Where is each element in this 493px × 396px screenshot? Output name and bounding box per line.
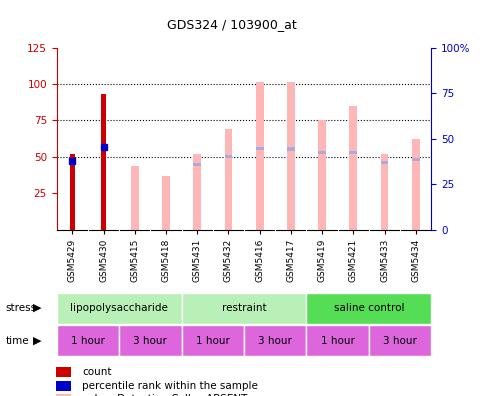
Bar	[162, 176, 170, 230]
Bar	[224, 155, 232, 158]
Bar	[287, 147, 295, 151]
Bar	[412, 139, 420, 230]
Text: restraint: restraint	[222, 303, 266, 313]
Bar	[56, 381, 71, 391]
Bar	[244, 325, 307, 356]
Text: saline control: saline control	[334, 303, 404, 313]
Bar	[256, 82, 264, 230]
Bar	[193, 163, 201, 166]
Bar	[57, 293, 181, 324]
Bar	[381, 161, 388, 164]
Bar	[119, 325, 181, 356]
Text: time: time	[6, 335, 30, 346]
Text: 1 hour: 1 hour	[321, 335, 354, 346]
Text: 3 hour: 3 hour	[383, 335, 417, 346]
Bar	[57, 325, 119, 356]
Text: ▶: ▶	[33, 303, 41, 313]
Bar	[318, 151, 326, 154]
Bar	[307, 293, 431, 324]
Bar	[131, 166, 139, 230]
Text: 3 hour: 3 hour	[258, 335, 292, 346]
Text: value, Detection Call = ABSENT: value, Detection Call = ABSENT	[82, 394, 247, 396]
Bar	[318, 120, 326, 230]
Bar	[369, 325, 431, 356]
Bar	[256, 147, 264, 150]
Text: count: count	[82, 367, 112, 377]
Text: 1 hour: 1 hour	[71, 335, 105, 346]
Bar	[70, 154, 74, 230]
Bar	[350, 151, 357, 154]
Bar	[224, 129, 232, 230]
Bar	[56, 394, 71, 396]
Bar	[101, 94, 106, 230]
Bar	[350, 106, 357, 230]
Bar	[181, 293, 307, 324]
Bar	[307, 325, 369, 356]
Text: stress: stress	[6, 303, 37, 313]
Bar	[381, 154, 388, 230]
Text: GDS324 / 103900_at: GDS324 / 103900_at	[167, 18, 297, 31]
Bar	[412, 158, 420, 161]
Text: percentile rank within the sample: percentile rank within the sample	[82, 381, 258, 391]
Bar	[56, 367, 71, 377]
Text: ▶: ▶	[33, 335, 41, 346]
Bar	[181, 325, 244, 356]
Text: 3 hour: 3 hour	[134, 335, 167, 346]
Text: 1 hour: 1 hour	[196, 335, 230, 346]
Bar	[287, 82, 295, 230]
Bar	[193, 154, 201, 230]
Text: lipopolysaccharide: lipopolysaccharide	[70, 303, 168, 313]
